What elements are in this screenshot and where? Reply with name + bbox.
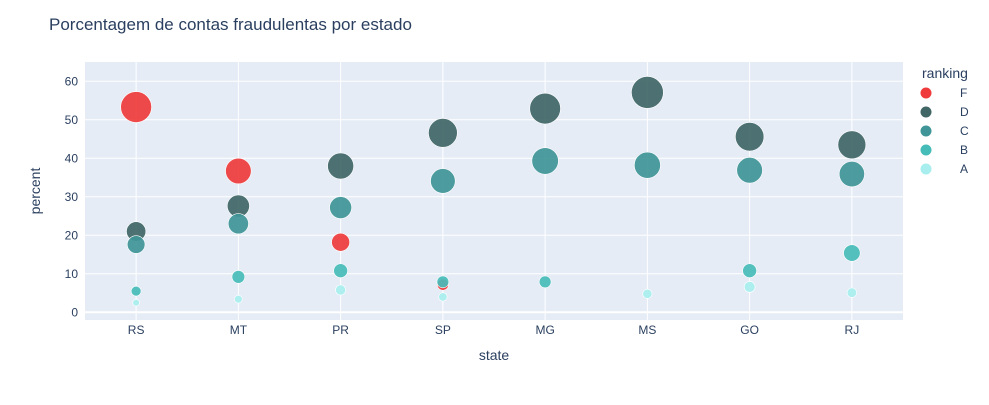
point-A-SP: [438, 292, 448, 302]
x-tick-label: MT: [230, 323, 248, 337]
point-C-MS: [633, 151, 661, 179]
y-tick-label: 0: [71, 305, 78, 319]
y-tick-label: 60: [65, 74, 79, 88]
point-D-RJ: [837, 130, 867, 160]
point-D-PR: [327, 152, 354, 180]
plot-area: [85, 62, 903, 320]
x-tick-label: GO: [740, 323, 759, 337]
point-A-RS: [132, 299, 140, 307]
point-B-SP: [436, 275, 450, 289]
x-axis-title: state: [479, 347, 510, 363]
point-C-RJ: [838, 161, 865, 188]
x-tick-label: MS: [638, 323, 656, 337]
x-tick-label: PR: [332, 323, 349, 337]
y-axis-ticks: 0 10 20 30 40 50 60: [65, 74, 79, 319]
point-C-SP: [430, 168, 456, 194]
point-C-GO: [736, 157, 763, 184]
y-tick-label: 20: [65, 228, 79, 242]
point-F-PR: [331, 232, 350, 252]
legend-label-D: D: [960, 105, 969, 119]
point-D-SP: [428, 118, 458, 148]
point-D-MS: [631, 76, 664, 109]
x-tick-label: MG: [535, 323, 554, 337]
point-D-MG: [529, 92, 561, 125]
point-C-RS: [126, 235, 146, 254]
legend-label-A: A: [960, 162, 968, 176]
legend-marker-C: [920, 125, 932, 137]
point-F-MT: [225, 157, 252, 185]
point-C-PR: [329, 196, 352, 219]
x-tick-label: RJ: [845, 323, 860, 337]
y-axis-title: percent: [27, 168, 43, 215]
point-B-GO: [742, 263, 757, 278]
legend-label-B: B: [960, 143, 968, 157]
data-points: [120, 76, 867, 307]
point-B-MG: [538, 275, 552, 289]
point-A-GO: [743, 281, 756, 293]
x-tick-label: SP: [435, 323, 451, 337]
point-A-RJ: [846, 287, 857, 298]
point-B-MT: [231, 270, 246, 284]
legend-title: ranking: [922, 65, 968, 81]
point-A-MS: [642, 288, 653, 299]
chart-title: Porcentagem de contas fraudulentas por e…: [49, 15, 412, 34]
y-tick-label: 30: [65, 190, 79, 204]
point-D-GO: [735, 122, 765, 152]
point-B-RS: [130, 285, 142, 297]
point-F-RS: [120, 91, 152, 123]
point-A-MT: [234, 295, 243, 304]
point-A-PR: [335, 284, 347, 296]
legend-marker-F: [920, 87, 932, 99]
y-tick-label: 10: [65, 267, 79, 281]
legend-label-C: C: [960, 124, 969, 138]
point-C-MG: [531, 147, 559, 175]
point-B-PR: [333, 263, 348, 278]
x-axis-ticks: RS MT PR SP MG MS GO RJ: [128, 323, 859, 337]
x-tick-label: RS: [128, 323, 145, 337]
point-C-MT: [227, 213, 249, 235]
y-tick-label: 50: [65, 113, 79, 127]
legend-marker-A: [920, 163, 932, 175]
legend-label-F: F: [960, 86, 967, 100]
legend-marker-B: [920, 144, 932, 156]
point-B-RJ: [843, 244, 861, 262]
legend-marker-D: [920, 106, 932, 118]
y-tick-label: 40: [65, 151, 79, 165]
